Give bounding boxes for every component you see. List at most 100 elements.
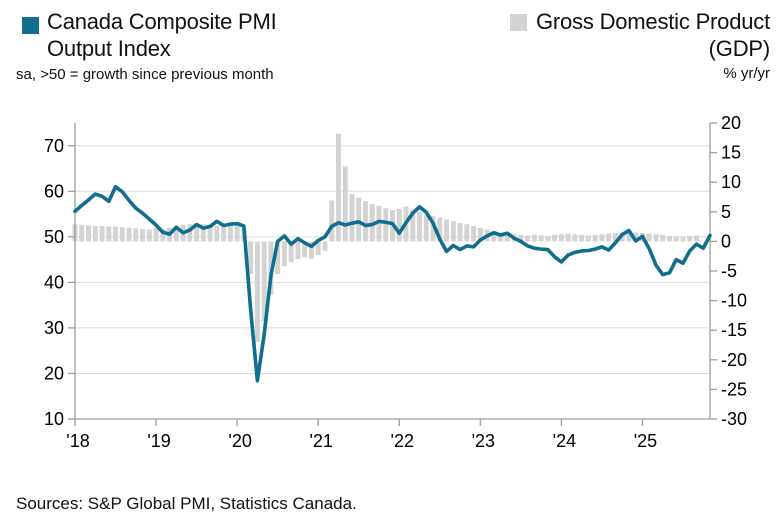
- gdp-bar: [444, 219, 450, 242]
- gdp-legend-subtitle: % yr/yr: [723, 65, 770, 82]
- right-axis-label: 10: [721, 172, 741, 192]
- pmi-legend-line2: Output Index: [47, 36, 171, 61]
- gdp-bar: [275, 241, 281, 274]
- gdp-bar: [626, 231, 632, 242]
- left-axis-label: 40: [44, 272, 64, 292]
- gdp-bar: [160, 228, 166, 242]
- gdp-bar: [457, 223, 463, 242]
- gridlines: [75, 145, 710, 374]
- gdp-bar: [491, 230, 497, 242]
- gdp-bar: [281, 241, 287, 267]
- gdp-bar: [194, 223, 200, 242]
- gdp-bar: [322, 241, 328, 251]
- gdp-bar: [126, 227, 132, 242]
- gdp-bar: [525, 235, 531, 242]
- gdp-bar: [565, 233, 571, 242]
- gdp-bar: [227, 225, 233, 242]
- gdp-bar: [153, 228, 159, 242]
- gdp-bar: [633, 232, 639, 242]
- left-axis-label: 20: [44, 363, 64, 383]
- gdp-bar: [383, 208, 389, 242]
- right-axis-label: 20: [721, 113, 741, 133]
- gdp-bar: [349, 194, 355, 242]
- x-axis-label: '20: [228, 431, 251, 451]
- gdp-bar: [221, 226, 227, 242]
- pmi-legend-swatch: [22, 17, 39, 34]
- pmi-line: [73, 184, 712, 383]
- gdp-bar: [362, 201, 368, 242]
- right-axis-label: 5: [721, 202, 731, 222]
- gdp-bar: [538, 235, 544, 242]
- gdp-bar: [680, 236, 686, 242]
- gdp-bar: [531, 234, 537, 242]
- gdp-bar: [288, 241, 294, 263]
- pmi-legend-title: Canada Composite PMI Output Index: [47, 8, 277, 62]
- gdp-bar: [518, 234, 524, 242]
- gdp-bar: [599, 234, 605, 242]
- gdp-bar: [119, 227, 125, 242]
- gdp-bar: [660, 234, 666, 242]
- gdp-bar: [464, 224, 470, 242]
- gdp-bar: [261, 241, 267, 322]
- gdp-legend-line2: (GDP): [708, 36, 771, 61]
- gdp-bar: [335, 133, 341, 242]
- gdp-bar: [592, 234, 598, 242]
- gdp-bars: [72, 133, 699, 343]
- x-axis-label: '21: [309, 431, 332, 451]
- axes: [74, 123, 711, 420]
- left-axis-label: 10: [44, 409, 64, 429]
- gdp-bar: [437, 217, 443, 242]
- y-axis-right: 20 15 10 5 0 -5 -10 -15 -20 -25 -30: [710, 113, 747, 429]
- gdp-bar: [214, 225, 220, 242]
- gdp-legend-line1: Gross Domestic Product: [535, 9, 770, 34]
- gdp-bar: [308, 241, 314, 259]
- gdp-bar: [646, 233, 652, 242]
- gdp-bar: [99, 226, 105, 242]
- gdp-bar: [653, 234, 659, 242]
- gdp-bar: [133, 228, 139, 242]
- gdp-bar: [356, 197, 362, 242]
- gdp-bar: [234, 224, 240, 242]
- y-axis-left: 70 60 50 40 30 20 10: [44, 136, 75, 429]
- gdp-bar: [302, 241, 308, 258]
- gdp-bar: [92, 226, 98, 242]
- gdp-bar: [187, 224, 193, 242]
- right-axis-label: -30: [721, 409, 747, 429]
- gdp-bar: [673, 236, 679, 242]
- right-axis-label: 15: [721, 143, 741, 163]
- gdp-bar: [207, 224, 213, 242]
- gdp-bar: [585, 235, 591, 242]
- gdp-bar: [140, 228, 146, 242]
- gdp-bar: [545, 236, 551, 242]
- gdp-bar: [79, 224, 85, 242]
- gdp-bar: [423, 214, 429, 242]
- gdp-bar: [666, 236, 672, 242]
- gdp-bar: [342, 166, 348, 242]
- gdp-bar: [579, 234, 585, 242]
- x-axis-label: '24: [553, 431, 576, 451]
- x-axis-label: '19: [147, 431, 170, 451]
- gdp-bar: [329, 200, 335, 242]
- right-axis-label: 0: [721, 231, 731, 251]
- gdp-bar: [86, 225, 92, 242]
- gdp-bar: [450, 221, 456, 242]
- x-axis-label: '22: [391, 431, 414, 451]
- gdp-bar: [504, 233, 510, 242]
- left-axis-label: 50: [44, 227, 64, 247]
- gdp-bar: [254, 241, 260, 343]
- gdp-bar: [173, 226, 179, 242]
- x-axis-label: '23: [472, 431, 495, 451]
- gdp-bar: [146, 229, 152, 242]
- right-axis-label: -25: [721, 379, 747, 399]
- gdp-bar: [471, 226, 477, 242]
- x-axis-label: '18: [66, 431, 89, 451]
- gdp-bar: [572, 234, 578, 242]
- sources-note: Sources: S&P Global PMI, Statistics Cana…: [16, 494, 357, 513]
- left-axis-label: 70: [44, 136, 64, 156]
- gdp-bar: [106, 226, 112, 242]
- gdp-bar: [315, 241, 321, 256]
- right-axis-label: -20: [721, 350, 747, 370]
- pmi-legend-line1: Canada Composite PMI: [47, 9, 277, 34]
